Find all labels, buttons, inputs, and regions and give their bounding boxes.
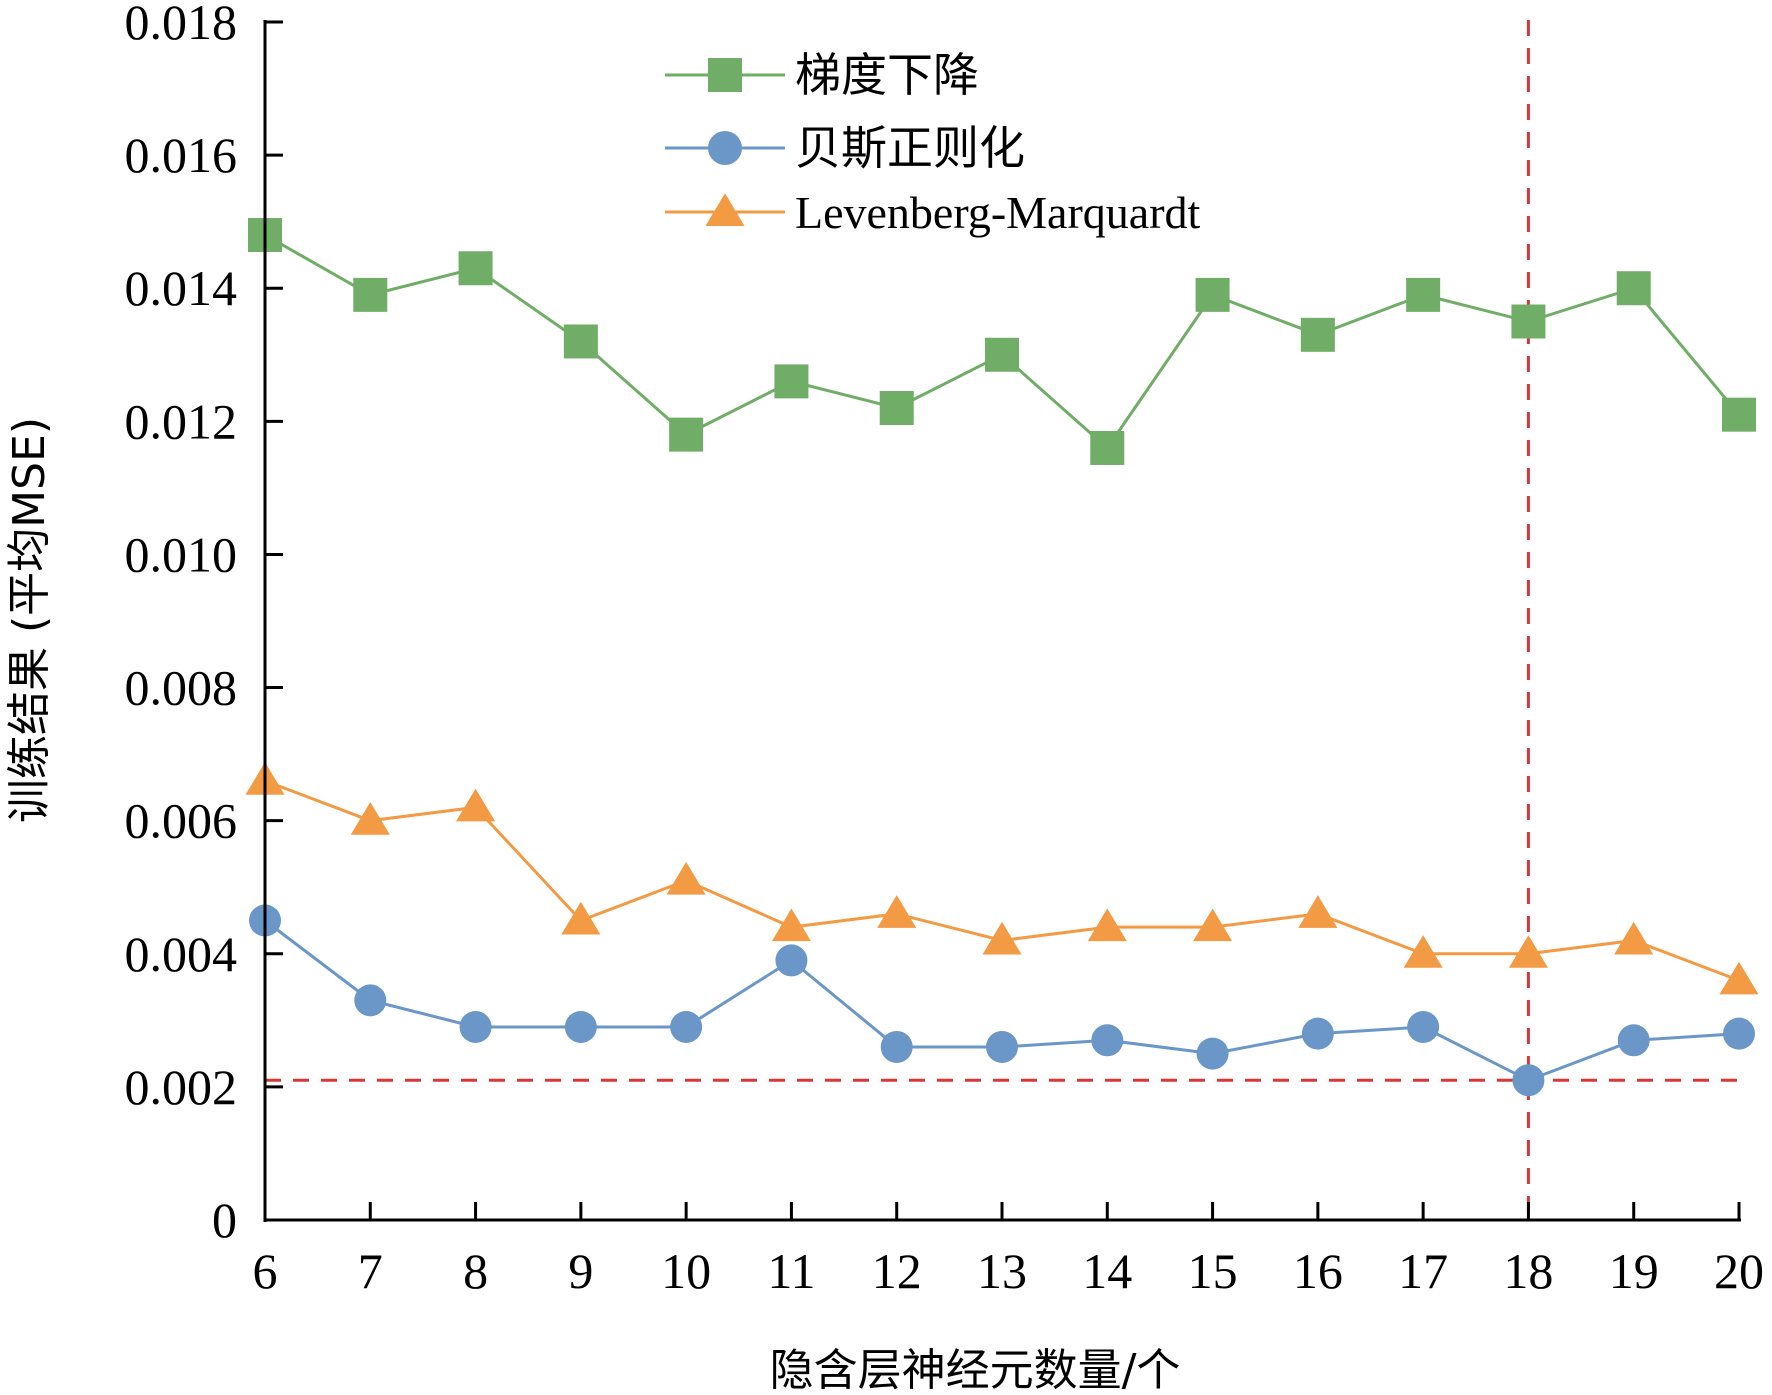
- y-tick-label: 0.014: [125, 260, 238, 316]
- x-tick-label: 15: [1188, 1243, 1238, 1299]
- data-point: [669, 417, 704, 452]
- y-tick-label: 0: [212, 1192, 237, 1248]
- legend-label: Levenberg-Marquardt: [795, 187, 1201, 238]
- x-tick-label: 10: [661, 1243, 711, 1299]
- y-tick-label: 0.004: [125, 926, 238, 982]
- data-point: [1090, 430, 1125, 465]
- data-point: [354, 984, 387, 1017]
- legend-marker: [708, 131, 742, 165]
- series-3: [245, 762, 1759, 995]
- data-point: [1723, 1017, 1755, 1050]
- data-point: [1406, 277, 1441, 312]
- data-point: [775, 944, 808, 977]
- x-ticks: 6 7 8 9 10 11 12 13 14 15 16 17 18 19 20: [253, 1202, 1764, 1299]
- data-point: [774, 364, 809, 399]
- data-point: [1403, 935, 1443, 968]
- y-tick-label: 0.010: [125, 526, 238, 582]
- data-point: [459, 1010, 492, 1043]
- data-point: [880, 1030, 913, 1063]
- data-point: [771, 908, 811, 942]
- y-tick-label: 0.002: [125, 1059, 238, 1115]
- data-point: [670, 1010, 703, 1043]
- data-point: [1617, 1024, 1650, 1057]
- x-axis-title: 隐含层神经元数量/个: [770, 1345, 1181, 1395]
- legend-marker: [705, 193, 745, 227]
- series-layer: [245, 217, 1759, 1097]
- x-tick-label: 7: [358, 1243, 383, 1299]
- data-point: [1614, 921, 1654, 955]
- data-point: [666, 861, 706, 895]
- data-point: [564, 1010, 597, 1043]
- data-point: [1407, 1010, 1440, 1043]
- data-point: [1195, 277, 1230, 312]
- x-tick-label: 9: [568, 1243, 593, 1299]
- data-point: [1087, 908, 1127, 942]
- y-tick-label: 0.012: [125, 393, 238, 449]
- y-tick-label: 0.006: [125, 793, 238, 849]
- y-ticks: 0 0.002 0.004 0.006 0.008 0.010 0.012 0.014 0.01…: [125, 0, 283, 1248]
- legend-label: 梯度下降: [795, 50, 979, 101]
- data-point: [456, 788, 496, 822]
- data-point: [563, 324, 598, 359]
- data-point: [982, 921, 1022, 955]
- x-tick-label: 16: [1293, 1243, 1343, 1299]
- data-point: [458, 251, 493, 286]
- data-point: [1301, 1017, 1334, 1050]
- x-tick-label: 19: [1609, 1243, 1659, 1299]
- x-tick-label: 20: [1714, 1243, 1764, 1299]
- data-point: [1091, 1024, 1124, 1057]
- data-point: [1511, 304, 1546, 339]
- data-point: [879, 391, 914, 426]
- data-point: [1298, 895, 1338, 928]
- y-tick-label: 0.016: [125, 127, 238, 183]
- data-point: [986, 1030, 1018, 1063]
- x-tick-label: 18: [1503, 1243, 1553, 1299]
- data-point: [1193, 908, 1233, 942]
- x-tick-label: 12: [872, 1243, 922, 1299]
- x-tick-label: 6: [253, 1243, 278, 1299]
- data-point: [985, 337, 1019, 372]
- x-tick-label: 17: [1398, 1243, 1448, 1299]
- data-point: [353, 277, 388, 312]
- x-tick-label: 13: [977, 1243, 1027, 1299]
- y-tick-label: 0.008: [125, 660, 238, 716]
- data-point: [877, 895, 917, 928]
- x-tick-label: 11: [767, 1243, 815, 1299]
- legend-label: 贝斯正则化: [795, 123, 1025, 174]
- x-tick-label: 8: [463, 1243, 488, 1299]
- data-point: [1512, 1064, 1545, 1097]
- y-axis-title: 训练结果 (平均MSE): [4, 417, 55, 823]
- series-1: [248, 217, 1756, 465]
- data-point: [561, 901, 601, 935]
- legend-marker: [708, 58, 742, 92]
- series-2: [249, 904, 1755, 1097]
- data-point: [1616, 271, 1651, 306]
- data-point: [1300, 317, 1335, 352]
- data-point: [1196, 1037, 1229, 1070]
- data-point: [1719, 961, 1759, 995]
- data-point: [1722, 397, 1756, 432]
- data-point: [350, 801, 390, 835]
- data-point: [1508, 935, 1548, 968]
- y-tick-label: 0.018: [125, 0, 238, 50]
- x-tick-label: 14: [1082, 1243, 1132, 1299]
- ref-lines-layer: [265, 20, 1739, 1220]
